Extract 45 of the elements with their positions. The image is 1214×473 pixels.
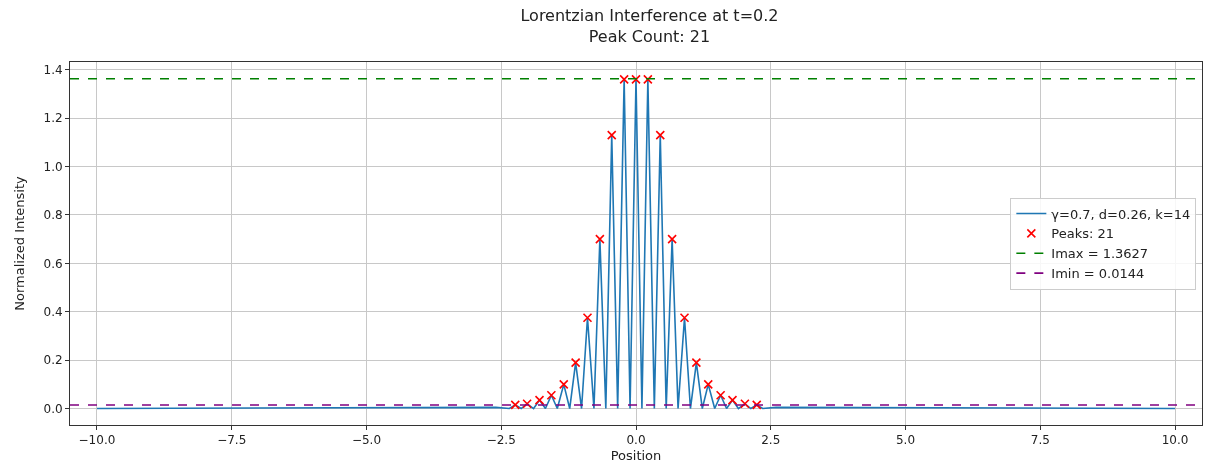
point <box>691 357 702 368</box>
point <box>619 74 629 85</box>
point <box>679 312 690 323</box>
point <box>715 390 726 401</box>
x-tick-label: −5.0 <box>351 433 382 448</box>
point <box>740 398 750 409</box>
point <box>522 398 532 409</box>
x-axis-title: Position <box>610 448 662 463</box>
point <box>655 130 666 140</box>
y-tick-label: 0.0 <box>43 401 63 416</box>
point <box>703 379 714 390</box>
legend-label: γ=0.7, d=0.26, k=14 <box>1051 206 1191 222</box>
y-tick-label: 0.6 <box>43 256 63 271</box>
point <box>751 400 762 410</box>
point <box>727 395 738 405</box>
y-tick-label: 0.8 <box>43 208 63 223</box>
y-tick-label: 0.4 <box>43 304 63 319</box>
x-tick-label: −2.5 <box>486 433 516 448</box>
point <box>582 312 593 323</box>
legend-label: Peaks: 21 <box>1051 226 1115 242</box>
point <box>606 130 617 140</box>
legend-label: Imin = 0.0144 <box>1051 266 1145 282</box>
point <box>631 74 641 85</box>
point <box>667 234 677 244</box>
x-tick-label: 2.5 <box>761 433 781 448</box>
point <box>546 390 557 401</box>
point <box>534 395 545 405</box>
point <box>570 357 581 368</box>
point <box>510 400 521 410</box>
legend-label: Imax = 1.3627 <box>1051 246 1149 262</box>
x-tick-label: 10.0 <box>1161 433 1189 448</box>
x-tick-label: −7.5 <box>217 433 247 448</box>
y-tick-label: 1.4 <box>43 62 63 77</box>
y-tick-label: 1.2 <box>43 111 63 126</box>
point <box>558 379 569 390</box>
x-tick-label: 5.0 <box>895 433 916 448</box>
x-tick-label: 7.5 <box>1030 433 1050 448</box>
y-tick-label: 1.0 <box>43 159 63 174</box>
x-tick-label: −10.0 <box>78 433 116 448</box>
y-tick-label: 0.2 <box>43 353 63 368</box>
point <box>643 74 653 85</box>
point <box>595 234 605 244</box>
chart-title: Lorentzian Interference at t=0.2 Peak Count: 21 <box>520 6 779 47</box>
y-axis-title: Normalized Intensity <box>12 175 28 311</box>
x-tick-label: 0.0 <box>626 433 646 448</box>
